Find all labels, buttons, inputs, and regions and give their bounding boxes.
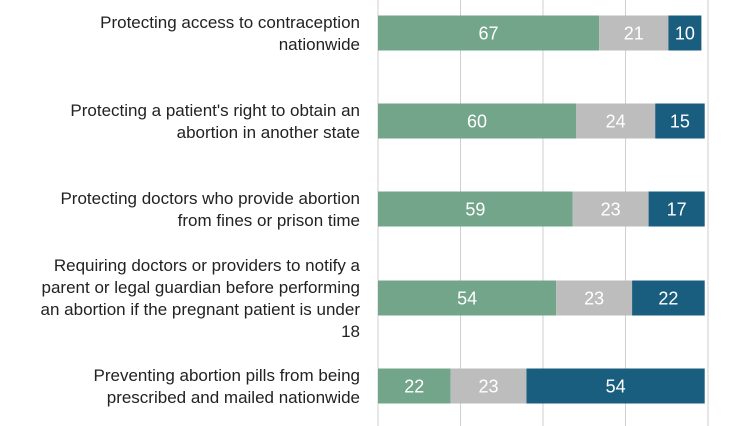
- data-label: 60: [467, 112, 487, 132]
- data-label: 54: [606, 377, 626, 397]
- bar-segment: [576, 103, 656, 139]
- data-label: 10: [675, 24, 695, 44]
- bar-segment: [556, 280, 633, 316]
- data-label: 22: [404, 377, 424, 397]
- bar-segment: [378, 280, 557, 316]
- bar-segment: [378, 191, 573, 227]
- category-label: Protecting access to contraception nation…: [100, 13, 360, 54]
- category-label: Requiring doctors or providers to notify…: [41, 256, 361, 341]
- category-label: Protecting doctors who provide abortion f…: [60, 189, 360, 230]
- data-label: 23: [584, 289, 604, 309]
- data-label: 24: [606, 112, 626, 132]
- data-label: 23: [601, 200, 621, 220]
- bar-segment: [378, 103, 576, 139]
- data-label: 59: [465, 200, 485, 220]
- bar-segment: [450, 368, 527, 404]
- bar-segment: [655, 103, 705, 139]
- data-label: 15: [670, 112, 690, 132]
- category-label: Preventing abortion pills from being pres…: [94, 366, 360, 407]
- category-label: Protecting a patient's right to obtain a…: [70, 101, 360, 142]
- data-label: 22: [658, 289, 678, 309]
- data-label: 54: [457, 289, 477, 309]
- bar-segment: [599, 15, 669, 51]
- bar-segment: [526, 368, 705, 404]
- bar-segment: [378, 368, 451, 404]
- data-label: 17: [667, 200, 687, 220]
- bar-segment: [648, 191, 705, 227]
- bar-segment: [632, 280, 705, 316]
- data-label: 67: [479, 24, 499, 44]
- bar-segment: [378, 15, 600, 51]
- bar-segment: [572, 191, 649, 227]
- data-label: 21: [624, 24, 644, 44]
- bar-segment: [668, 15, 702, 51]
- data-label: 23: [479, 377, 499, 397]
